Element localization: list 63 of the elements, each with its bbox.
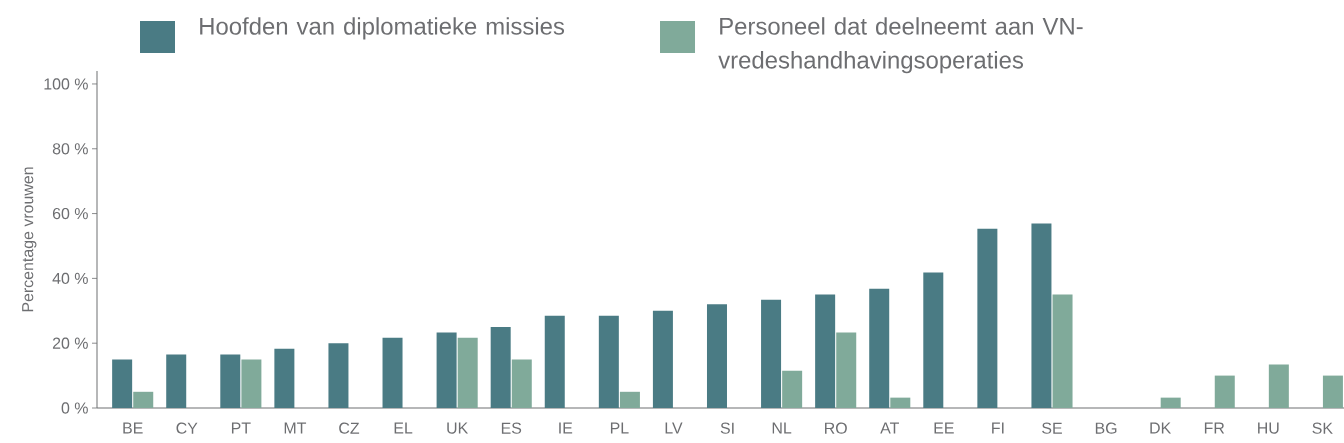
x-tick-label: MT <box>284 422 307 434</box>
x-tick-label: HU <box>1258 422 1279 434</box>
x-tick-label: FR <box>1204 422 1225 434</box>
bar <box>241 359 262 408</box>
bar <box>436 332 457 408</box>
x-tick-label: CY <box>176 422 198 434</box>
bar <box>652 310 673 408</box>
bar <box>815 294 836 408</box>
bar <box>382 337 403 408</box>
bar <box>490 326 511 408</box>
y-tick-label: 60 % <box>52 207 88 220</box>
x-tick-label: NL <box>772 422 792 434</box>
bar <box>1322 375 1343 408</box>
bar <box>544 315 565 408</box>
bar <box>1214 375 1235 408</box>
bar <box>220 354 241 408</box>
bar <box>1052 294 1073 408</box>
bar <box>511 359 532 408</box>
x-tick-label: UK <box>447 422 469 434</box>
bar <box>782 370 803 408</box>
bar <box>133 391 154 408</box>
x-tick-label: LV <box>665 422 683 434</box>
y-tick-label: 40 % <box>52 272 88 285</box>
y-axis-title: Percentage vrouwen <box>22 167 37 312</box>
y-tick-label: 80 % <box>52 143 88 155</box>
y-tick-label: 100 % <box>44 78 88 90</box>
x-tick-label: PT <box>231 422 251 434</box>
bar <box>706 304 727 408</box>
x-tick-label: SK <box>1312 422 1333 434</box>
bar <box>112 359 133 408</box>
x-tick-label: ES <box>501 422 522 434</box>
y-tick-label: 0 % <box>61 402 88 414</box>
x-tick-label: BE <box>123 422 143 434</box>
bar <box>274 348 295 408</box>
bar <box>890 397 911 408</box>
bar <box>328 343 349 408</box>
x-tick-label: AT <box>880 422 899 434</box>
bar <box>1268 364 1289 408</box>
bar <box>1031 223 1052 408</box>
x-tick-label: FI <box>992 422 1004 434</box>
x-tick-label: SI <box>720 422 734 434</box>
x-tick-label: PL <box>610 422 629 434</box>
x-tick-label: BG <box>1095 422 1117 434</box>
x-tick-label: RO <box>825 422 847 434</box>
x-tick-label: CZ <box>339 422 360 434</box>
bar <box>1160 397 1181 408</box>
legend-label: Personeel dat deelneemt aan VN-vredeshandhavingsoperaties <box>718 17 1083 74</box>
bar <box>457 337 478 408</box>
bar <box>761 299 782 408</box>
bar <box>598 315 619 408</box>
bar <box>869 288 890 408</box>
bar <box>836 332 857 408</box>
bar <box>166 354 187 408</box>
bar <box>923 272 944 408</box>
x-tick-label: EE <box>934 422 954 434</box>
y-tick-label: 20 % <box>52 337 88 349</box>
bar <box>619 391 640 408</box>
legend-label: Hoofden van diplomatieke missies <box>200 17 565 40</box>
x-tick-label: SE <box>1042 422 1062 434</box>
x-tick-label: EL <box>394 422 413 434</box>
bar <box>977 228 998 408</box>
x-tick-label: IE <box>559 422 573 434</box>
x-tick-label: DK <box>1150 422 1172 434</box>
